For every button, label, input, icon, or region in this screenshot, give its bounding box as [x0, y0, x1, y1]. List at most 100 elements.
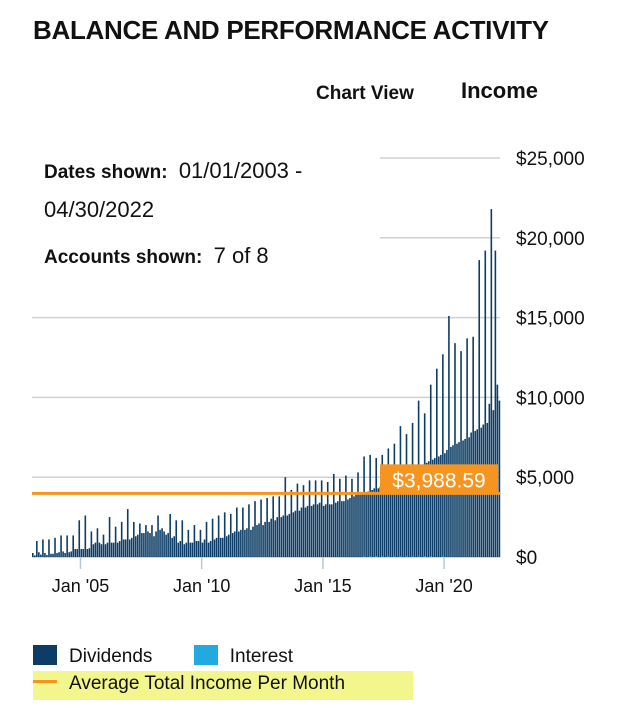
- dividend-bar: [306, 505, 309, 557]
- dividend-bar: [102, 534, 105, 557]
- dividend-bar: [133, 521, 135, 557]
- dividend-bar: [353, 496, 355, 557]
- dividend-bar: [70, 551, 72, 557]
- dividend-bar: [32, 553, 34, 557]
- dividend-bar: [96, 528, 99, 557]
- dividend-bar: [234, 531, 236, 557]
- dividend-bar: [337, 501, 339, 557]
- dividend-bar: [409, 472, 412, 557]
- dividend-bar: [161, 528, 163, 557]
- dividend-bar: [294, 510, 297, 557]
- dividend-bar: [147, 531, 149, 557]
- dates-label: Dates shown:: [44, 162, 168, 183]
- dividend-bar: [433, 458, 436, 557]
- y-tick-label: $0: [516, 548, 537, 569]
- dividend-bar: [448, 316, 450, 557]
- dividend-bar: [270, 518, 272, 557]
- dividend-bar: [179, 541, 182, 557]
- dividend-bar: [494, 250, 497, 557]
- dividend-bar: [229, 513, 232, 557]
- dividend-bar: [440, 454, 442, 557]
- dividend-bar: [236, 507, 238, 557]
- dividend-bar: [149, 533, 151, 557]
- dividend-bar: [393, 443, 396, 557]
- dividend-bar: [197, 541, 200, 557]
- dividend-bar: [397, 480, 400, 557]
- dividend-bar: [326, 481, 329, 557]
- legend-item-dividends[interactable]: Dividends: [33, 645, 158, 667]
- legend-item-average[interactable]: Average Total Income Per Month: [33, 673, 345, 695]
- dividend-bar: [52, 553, 54, 557]
- dividend-bar: [460, 351, 462, 557]
- dividend-bar: [446, 450, 448, 557]
- dividend-bar: [72, 535, 74, 557]
- dividend-bar: [209, 541, 212, 557]
- dividend-bar: [442, 354, 444, 557]
- dividend-bar: [379, 486, 382, 557]
- dividend-bar: [58, 552, 60, 557]
- dates-end: 04/30/2022: [44, 197, 155, 222]
- dividend-bar: [92, 544, 95, 557]
- dividends-swatch: [33, 645, 57, 665]
- y-tick-label: $15,000: [516, 309, 585, 330]
- dividend-bar: [246, 528, 248, 557]
- dividend-bar: [116, 542, 119, 557]
- dividend-bar: [282, 515, 285, 557]
- dividend-bar: [308, 480, 311, 557]
- dividend-bar: [498, 400, 501, 557]
- dividend-bar: [264, 521, 266, 557]
- dividend-bar: [290, 489, 293, 557]
- dividend-bar: [90, 531, 93, 557]
- dividend-bar: [361, 493, 363, 557]
- dividend-bar: [363, 456, 365, 557]
- dividend-bar: [444, 453, 446, 557]
- legend-average-label: Average Total Income Per Month: [69, 673, 346, 694]
- average-value-label: $3,988.59: [392, 469, 485, 492]
- dividend-bar: [421, 464, 424, 557]
- dividend-bar: [42, 539, 44, 557]
- dividend-bar: [62, 551, 64, 557]
- dividend-bar: [201, 542, 204, 557]
- dividend-bar: [82, 549, 85, 557]
- dividend-bar: [110, 542, 113, 557]
- dividend-bar: [322, 505, 325, 557]
- interest-bar: [442, 556, 444, 557]
- dividend-bar: [256, 525, 258, 557]
- dividend-bar: [223, 512, 226, 557]
- dividend-bar: [203, 539, 206, 557]
- view-selector-income[interactable]: Income: [461, 78, 539, 103]
- dividend-bar: [66, 535, 68, 557]
- dividend-bar: [252, 526, 254, 557]
- dividend-bar: [240, 529, 242, 557]
- dividend-bar: [112, 542, 115, 557]
- dividend-bar: [219, 537, 222, 557]
- dividend-bar: [118, 541, 121, 557]
- dividend-bar: [193, 525, 196, 557]
- dividend-bar: [187, 529, 190, 557]
- dividend-bar: [286, 515, 289, 557]
- dividend-bar: [211, 518, 214, 557]
- dividend-bar: [94, 542, 97, 557]
- dividend-bar: [387, 448, 390, 557]
- dividend-bar: [324, 504, 327, 557]
- interest-bar: [405, 556, 408, 557]
- page-title: BALANCE AND PERFORMANCE ACTIVITY: [33, 15, 549, 45]
- dividend-bar: [40, 554, 42, 557]
- dividend-bar: [369, 454, 371, 557]
- interest-bar: [375, 556, 377, 557]
- dividend-bar: [108, 517, 111, 557]
- dividend-bar: [137, 534, 139, 557]
- dividend-bar: [122, 539, 125, 557]
- dividend-bar: [385, 485, 388, 557]
- dividend-bar: [296, 483, 299, 557]
- dividend-bar: [357, 472, 359, 557]
- interest-bar: [399, 556, 402, 557]
- dividend-bar: [153, 536, 155, 557]
- accounts-label: Accounts shown:: [44, 247, 203, 268]
- dividend-bar: [207, 542, 210, 557]
- legend-item-interest[interactable]: Interest: [193, 645, 293, 667]
- dividend-bar: [413, 470, 416, 557]
- dividend-bar: [300, 507, 303, 557]
- dividend-bar: [38, 552, 40, 557]
- dividend-bar: [205, 521, 208, 557]
